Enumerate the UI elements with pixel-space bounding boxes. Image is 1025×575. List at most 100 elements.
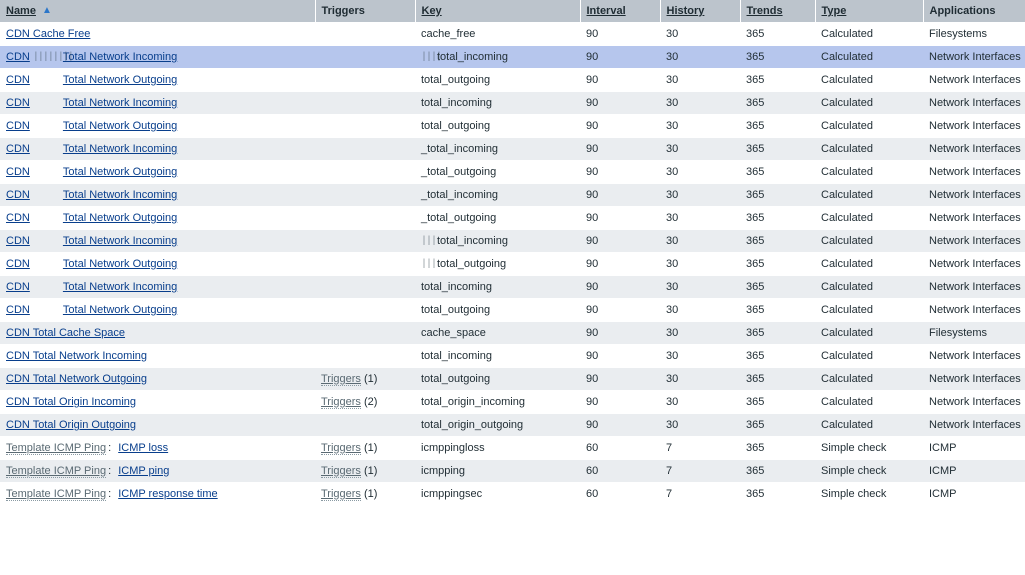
- item-name-link[interactable]: ICMP loss: [118, 442, 168, 454]
- triggers-link[interactable]: Triggers: [321, 465, 361, 478]
- table-row[interactable]: CDN Total Network Incoming|||total_incom…: [0, 230, 1025, 253]
- cell-type: Calculated: [815, 184, 923, 207]
- cell-triggers: [315, 299, 415, 322]
- table-row[interactable]: CDN Total Origin Incoming Triggers (2)tot…: [0, 391, 1025, 414]
- cell-applications: Network Interfaces: [923, 46, 1025, 69]
- item-name-link[interactable]: Total Network Outgoing: [63, 74, 177, 86]
- cell-name: CDN Total Network Outgoing: [0, 69, 315, 92]
- cell-applications: Network Interfaces: [923, 253, 1025, 276]
- table-row[interactable]: CDN Total Network Outgoing_total_outgoin…: [0, 161, 1025, 184]
- table-row[interactable]: CDN Total Network Incoming _total_incomin…: [0, 138, 1025, 161]
- table-row[interactable]: CDN Total Network Incomingtotal_incoming…: [0, 345, 1025, 368]
- col-header-history[interactable]: History: [660, 0, 740, 23]
- cell-type: Calculated: [815, 161, 923, 184]
- item-name-link[interactable]: Total Network Outgoing: [63, 258, 177, 270]
- table-row[interactable]: CDN Total Network Outgoingtotal_outgoing…: [0, 299, 1025, 322]
- triggers-link[interactable]: Triggers: [321, 373, 361, 386]
- table-row[interactable]: CDN Total Network Incomingtotal_incoming…: [0, 92, 1025, 115]
- col-header-type[interactable]: Type: [815, 0, 923, 23]
- cell-interval: 90: [580, 414, 660, 437]
- item-name-link[interactable]: Total Network Incoming: [63, 281, 177, 293]
- cell-triggers: Triggers (2): [315, 391, 415, 414]
- table-row[interactable]: Template ICMP Ping: ICMP lossTriggers (1…: [0, 437, 1025, 460]
- cell-name: CDN Total Network Outgoing: [0, 253, 315, 276]
- table-row[interactable]: Template ICMP Ping: ICMP pingTriggers (1…: [0, 460, 1025, 483]
- host-link[interactable]: CDN Total Origin Outgoing: [6, 419, 136, 431]
- host-link[interactable]: CDN Total Network Outgoing: [6, 373, 147, 385]
- col-header-name[interactable]: Name ▲: [0, 0, 315, 23]
- col-header-trends[interactable]: Trends: [740, 0, 815, 23]
- host-link[interactable]: CDN: [6, 235, 30, 247]
- host-link[interactable]: CDN Cache Free: [6, 28, 90, 40]
- host-link[interactable]: CDN: [6, 51, 30, 63]
- cell-key: _total_incoming: [415, 138, 580, 161]
- cell-trends: 365: [740, 345, 815, 368]
- item-name-link[interactable]: Total Network Outgoing: [63, 166, 177, 178]
- table-row[interactable]: CDN Total Network Incoming_total_incomin…: [0, 184, 1025, 207]
- cell-interval: 90: [580, 368, 660, 391]
- triggers-link[interactable]: Triggers: [321, 442, 361, 455]
- template-link[interactable]: Template ICMP Ping: [6, 488, 106, 501]
- cell-trends: 365: [740, 391, 815, 414]
- host-link[interactable]: CDN Total Network Incoming: [6, 350, 147, 362]
- cell-type: Calculated: [815, 391, 923, 414]
- table-row[interactable]: CDN Total Network Outgoing_total_outgoin…: [0, 207, 1025, 230]
- host-link[interactable]: CDN: [6, 97, 30, 109]
- host-link[interactable]: CDN: [6, 143, 30, 155]
- host-link[interactable]: CDN: [6, 74, 30, 86]
- cell-interval: 90: [580, 161, 660, 184]
- table-row[interactable]: CDN Cache Freecache_free9030365Calculate…: [0, 23, 1025, 46]
- cell-applications: Network Interfaces: [923, 230, 1025, 253]
- table-row[interactable]: CDN Total Network OutgoingTriggers (1)to…: [0, 368, 1025, 391]
- cell-type: Calculated: [815, 92, 923, 115]
- table-row[interactable]: CDN Total Network Outgoingtotal_outgoing…: [0, 115, 1025, 138]
- item-name-link[interactable]: Total Network Incoming: [63, 189, 177, 201]
- host-link[interactable]: CDN Total Cache Space: [6, 327, 125, 339]
- cell-key: total_origin_incoming: [415, 391, 580, 414]
- table-row[interactable]: CDN Total Network Outgoing|||total_outgo…: [0, 253, 1025, 276]
- triggers-link[interactable]: Triggers: [321, 488, 361, 501]
- host-link[interactable]: CDN: [6, 189, 30, 201]
- item-name-link[interactable]: ICMP ping: [118, 465, 169, 477]
- host-link[interactable]: CDN Total Origin Incoming: [6, 396, 136, 408]
- cell-history: 30: [660, 23, 740, 46]
- host-link[interactable]: CDN: [6, 212, 30, 224]
- cell-interval: 90: [580, 391, 660, 414]
- cell-trends: 365: [740, 483, 815, 506]
- host-link[interactable]: CDN: [6, 166, 30, 178]
- table-row[interactable]: CDN Total Network Outgoingtotal_outgoing…: [0, 69, 1025, 92]
- table-row[interactable]: CDN Total Origin Outgoingtotal_origin_ou…: [0, 414, 1025, 437]
- cell-trends: 365: [740, 69, 815, 92]
- table-row[interactable]: CDN Total Cache Spacecache_space9030365C…: [0, 322, 1025, 345]
- item-name-link[interactable]: Total Network Incoming: [63, 97, 177, 109]
- cell-type: Calculated: [815, 138, 923, 161]
- table-row[interactable]: CDN Total Network Incomingtotal_incoming…: [0, 276, 1025, 299]
- host-link[interactable]: CDN: [6, 120, 30, 132]
- cell-type: Calculated: [815, 23, 923, 46]
- cell-interval: 60: [580, 437, 660, 460]
- triggers-link[interactable]: Triggers: [321, 396, 361, 409]
- item-name-link[interactable]: Total Network Incoming: [63, 143, 177, 155]
- template-link[interactable]: Template ICMP Ping: [6, 442, 106, 455]
- table-row[interactable]: Template ICMP Ping: ICMP response timeTr…: [0, 483, 1025, 506]
- table-row[interactable]: CDN ||||||||Total Network Incoming||||to…: [0, 46, 1025, 69]
- item-name-link[interactable]: Total Network Incoming: [63, 51, 177, 63]
- col-header-interval[interactable]: Interval: [580, 0, 660, 23]
- col-header-key[interactable]: Key: [415, 0, 580, 23]
- cell-name: CDN Total Network Outgoing: [0, 299, 315, 322]
- cell-interval: 90: [580, 138, 660, 161]
- host-link[interactable]: CDN: [6, 304, 30, 316]
- host-link[interactable]: CDN: [6, 258, 30, 270]
- host-link[interactable]: CDN: [6, 281, 30, 293]
- cell-trends: 365: [740, 437, 815, 460]
- cell-interval: 90: [580, 230, 660, 253]
- cell-trends: 365: [740, 299, 815, 322]
- item-name-link[interactable]: Total Network Outgoing: [63, 212, 177, 224]
- item-name-link[interactable]: Total Network Outgoing: [63, 304, 177, 316]
- table-body: CDN Cache Freecache_free9030365Calculate…: [0, 23, 1025, 506]
- item-name-link[interactable]: Total Network Incoming: [63, 235, 177, 247]
- cell-name: CDN Total Network Incoming: [0, 276, 315, 299]
- item-name-link[interactable]: ICMP response time: [118, 488, 217, 500]
- template-link[interactable]: Template ICMP Ping: [6, 465, 106, 478]
- item-name-link[interactable]: Total Network Outgoing: [63, 120, 177, 132]
